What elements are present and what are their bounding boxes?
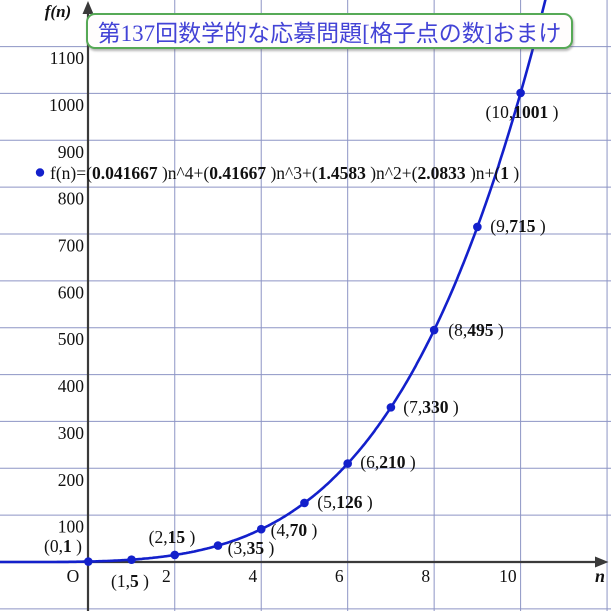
- y-axis-arrow-icon: [82, 1, 94, 14]
- data-point-label: (0,1 ): [44, 536, 82, 556]
- data-point[interactable]: [213, 541, 223, 550]
- data-point[interactable]: [473, 222, 482, 232]
- data-point[interactable]: [127, 555, 136, 564]
- data-point-label: (1,5 ): [111, 571, 149, 591]
- data-point-labels: (0,1 ) (1,5 ) (2,15 ) (3,35 )(4,70 ) (5,126 …: [44, 102, 559, 591]
- legend-dot-icon: [35, 168, 45, 177]
- data-point[interactable]: [256, 524, 266, 534]
- data-point[interactable]: [84, 557, 93, 566]
- title-box[interactable]: 第137回数学的な応募問題[格子点の数]おまけ: [86, 13, 573, 49]
- formula-legend-text[interactable]: f(n)=(0.041667 )n^4+(0.41667 )n^3+(1.458…: [50, 163, 519, 183]
- y-tick-label: 100: [58, 517, 85, 537]
- page-title: 第137回数学的な応募問題[格子点の数]おまけ: [97, 21, 562, 46]
- data-point-label: (4,70 ): [271, 520, 318, 540]
- formula-legend: f(n)=(0.041667 )n^4+(0.41667 )n^3+(1.458…: [35, 163, 519, 183]
- y-tick-label: 400: [58, 376, 85, 396]
- y-tick-label: 1000: [49, 95, 84, 115]
- origin-label: O: [67, 566, 80, 586]
- data-point[interactable]: [343, 459, 352, 468]
- data-point[interactable]: [429, 325, 439, 335]
- x-tick-label: 6: [335, 566, 344, 586]
- data-point-label: (10,1001 ): [486, 102, 559, 122]
- data-point-label: (2,15 ): [149, 527, 196, 547]
- data-point[interactable]: [170, 550, 180, 560]
- x-tick-label: 8: [421, 566, 430, 586]
- y-tick-label: 1100: [50, 48, 85, 68]
- data-point-label: (3,35 ): [228, 538, 275, 558]
- data-point-label: (7,330 ): [403, 397, 459, 417]
- x-axis-title: n: [595, 566, 605, 586]
- data-point-label: (9,715 ): [490, 216, 546, 236]
- y-tick-label: 500: [58, 329, 85, 349]
- data-point[interactable]: [300, 498, 309, 508]
- tick-labels: 100 200 300 400 500 600 700 800 900 1000 1100 2 4 6 8 1…: [49, 48, 517, 586]
- y-tick-label: 800: [58, 189, 85, 209]
- y-axis-title: f(n): [45, 2, 71, 21]
- y-tick-label: 200: [58, 470, 85, 490]
- x-tick-label: 2: [162, 566, 171, 586]
- data-point-label: (5,126 ): [317, 492, 373, 512]
- y-tick-label: 300: [58, 423, 85, 443]
- data-points: [84, 88, 525, 566]
- x-tick-label: 4: [248, 566, 257, 586]
- data-point-label: (8,495 ): [448, 320, 504, 340]
- data-point[interactable]: [516, 88, 525, 98]
- data-point-label: (6,210 ): [360, 452, 416, 472]
- x-tick-label: 10: [499, 566, 517, 586]
- y-tick-label: 700: [58, 236, 85, 256]
- data-point[interactable]: [386, 403, 396, 412]
- y-tick-label: 900: [58, 142, 85, 162]
- x-axis-arrow-icon: [595, 556, 609, 568]
- y-tick-label: 600: [58, 282, 85, 302]
